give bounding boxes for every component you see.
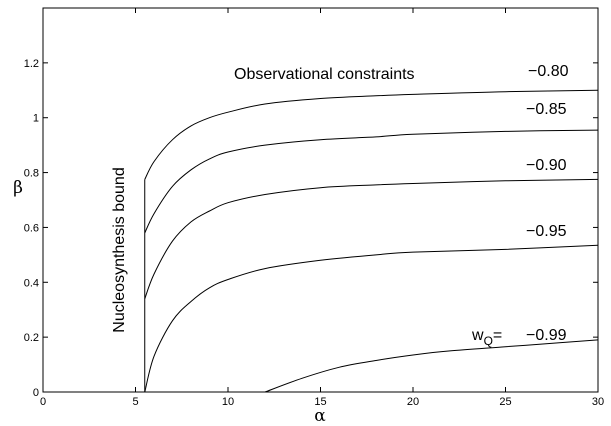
wq-prefix: w [471, 327, 484, 344]
curves [144, 89, 599, 393]
series-line-0 [144, 89, 599, 180]
x-tick-label: 25 [499, 396, 511, 408]
wq-label: wQ= [471, 327, 502, 348]
series-label-1: −0.85 [526, 101, 567, 118]
y-tick-label: 0.4 [24, 277, 39, 289]
x-tick-label: 10 [222, 396, 234, 408]
series-line-3 [144, 244, 599, 393]
observational-constraints-label: Observational constraints [234, 66, 415, 83]
labels: −0.80 −0.85 −0.90 −0.95 −0.99 [526, 63, 569, 344]
y-tick-label: 1.2 [24, 58, 39, 70]
ticks: 0 5 10 15 20 25 30 0 0.2 0.4 0.6 0.8 1 1.2 [24, 8, 604, 408]
series-line-4 [264, 339, 599, 393]
wq-suffix: = [493, 327, 502, 344]
y-tick-label: 0.2 [24, 332, 39, 344]
y-tick-label: 0.6 [24, 222, 39, 234]
y-axis-label: β [13, 178, 23, 198]
series-label-0: −0.80 [528, 63, 569, 80]
y-tick-label: 0 [33, 387, 39, 399]
x-axis-label: α [314, 406, 326, 426]
wq-subscript: Q [484, 334, 493, 348]
x-tick-label: 20 [407, 396, 419, 408]
series-label-2: −0.90 [526, 157, 567, 174]
x-tick-label: 15 [314, 396, 326, 408]
x-tick-label: 30 [592, 396, 604, 408]
series-label-4: −0.99 [526, 327, 567, 344]
x-tick-label: 0 [40, 396, 46, 408]
x-tick-label: 5 [132, 396, 138, 408]
y-tick-label: 0.8 [24, 168, 39, 180]
series-label-3: −0.95 [526, 223, 567, 240]
series-line-1 [144, 129, 599, 234]
series-line-2 [144, 178, 599, 299]
nucleosynthesis-bound-label: Nucleosynthesis bound [111, 167, 128, 332]
y-tick-label: 1 [33, 113, 39, 125]
